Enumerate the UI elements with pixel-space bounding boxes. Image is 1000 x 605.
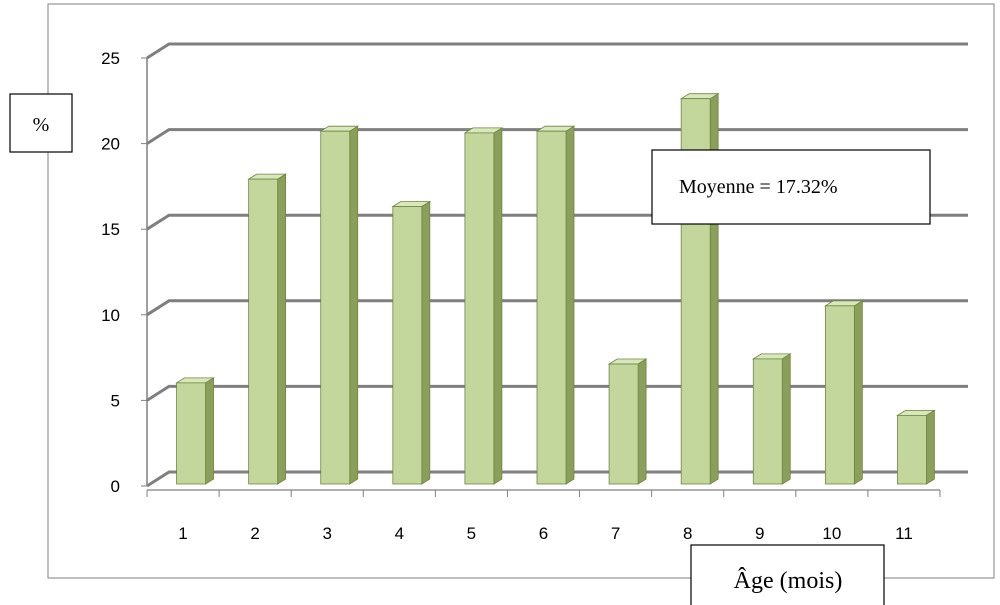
- bar: [319, 125, 360, 485]
- mean-annotation: Moyenne = 17.32%: [679, 176, 837, 198]
- axes: [141, 57, 941, 497]
- x-axis-label: Âge (mois): [734, 568, 843, 594]
- x-tick-label: 5: [467, 524, 476, 543]
- bar: [751, 353, 792, 485]
- x-tick-label: 6: [539, 524, 548, 543]
- x-tick-label: 2: [250, 524, 259, 543]
- y-tick-labels: 0 5 10 15 20 25: [101, 49, 120, 496]
- bar: [823, 300, 864, 485]
- y-axis-label-box: %: [9, 93, 73, 153]
- bar: [535, 125, 576, 485]
- gridline: [146, 42, 968, 60]
- y-tick-label: 10: [101, 306, 120, 325]
- bar: [463, 127, 504, 485]
- y-tick-label: 0: [111, 477, 120, 496]
- bars: [175, 92, 936, 485]
- x-tick-label: 8: [683, 524, 692, 543]
- x-tick-label: 3: [322, 524, 331, 543]
- x-tick-labels: 1 2 3 4 5 6 7 8 9 10 11: [178, 524, 912, 543]
- x-axis-label-box: Âge (mois): [690, 544, 885, 605]
- x-tick-label: 9: [755, 524, 764, 543]
- bar: [607, 358, 648, 485]
- bar: [175, 377, 215, 485]
- chart-frame: [47, 3, 995, 579]
- x-tick-label: 10: [822, 524, 841, 543]
- y-tick-label: 20: [101, 135, 120, 154]
- y-tick-label: 25: [101, 49, 120, 68]
- bar: [391, 200, 432, 485]
- bar: [896, 409, 936, 485]
- y-tick-label: 15: [101, 220, 120, 239]
- x-tick-label: 4: [395, 524, 404, 543]
- x-tick-label: 7: [611, 524, 620, 543]
- x-tick-label: 1: [178, 524, 187, 543]
- mean-annotation-box: Moyenne = 17.32%: [651, 149, 931, 225]
- bar: [247, 173, 288, 485]
- y-tick-label: 5: [111, 391, 120, 410]
- x-tick-label: 11: [895, 524, 913, 543]
- y-axis-label: %: [33, 114, 50, 136]
